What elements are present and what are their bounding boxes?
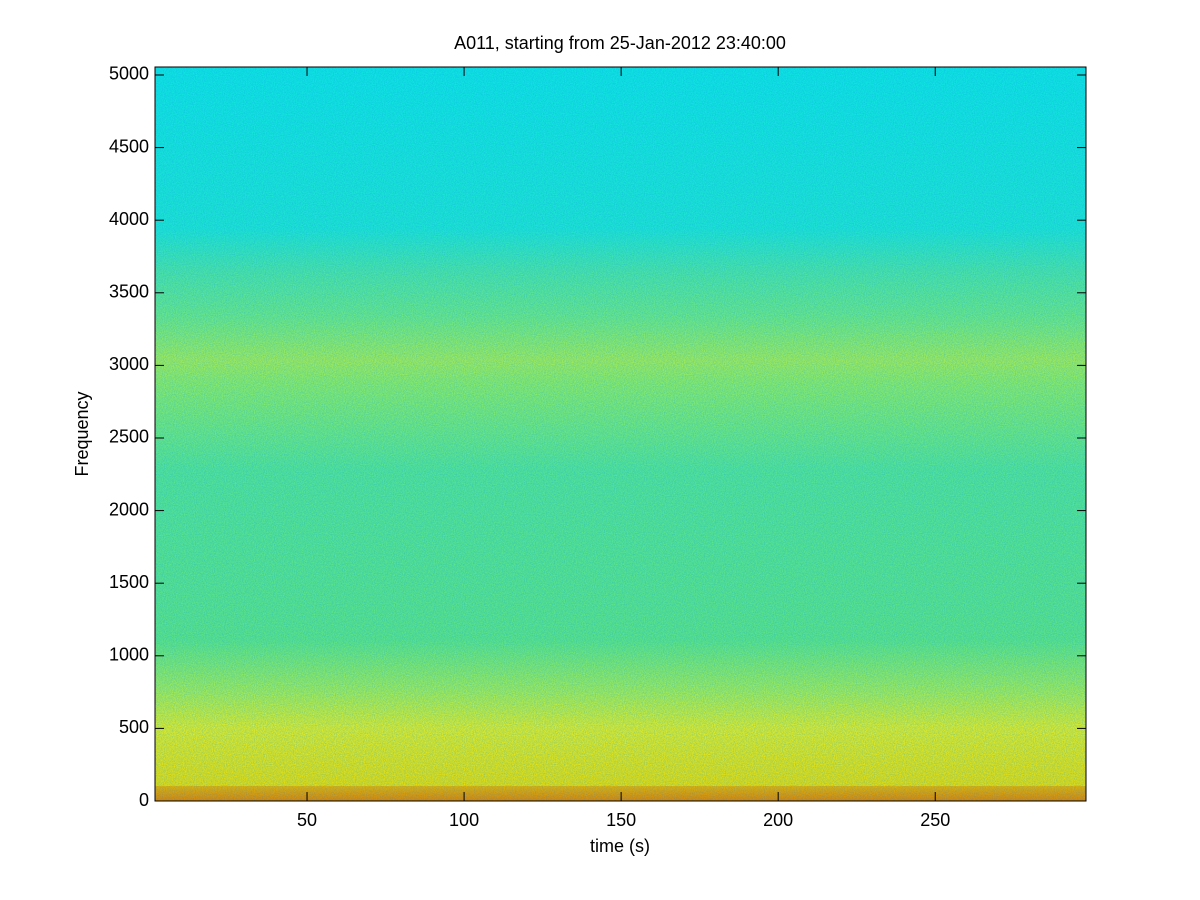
y-tick-label: 1500 (109, 572, 149, 592)
y-axis-label: Frequency (72, 391, 92, 476)
x-axis-label: time (s) (590, 836, 650, 856)
low-band (155, 786, 1086, 801)
x-tick-label: 250 (920, 810, 950, 830)
x-tick-label: 150 (606, 810, 636, 830)
plot-frame (154, 66, 1087, 802)
y-tick-label: 3000 (109, 354, 149, 374)
y-tick-label: 5000 (109, 64, 149, 84)
y-tick-label: 1000 (109, 645, 149, 665)
y-tick-label: 500 (119, 717, 149, 737)
y-tick-label: 4500 (109, 136, 149, 156)
y-tick-label: 0 (139, 790, 149, 810)
y-tick-label: 2500 (109, 427, 149, 447)
y-tick-label: 2000 (109, 499, 149, 519)
y-tick-label: 4000 (109, 209, 149, 229)
x-tick-label: 50 (297, 810, 317, 830)
y-tick-label: 3500 (109, 282, 149, 302)
spectrogram-noise (155, 67, 1086, 801)
x-tick-label: 200 (763, 810, 793, 830)
x-tick-label: 100 (449, 810, 479, 830)
chart-title: A011, starting from 25-Jan-2012 23:40:00 (454, 33, 786, 53)
